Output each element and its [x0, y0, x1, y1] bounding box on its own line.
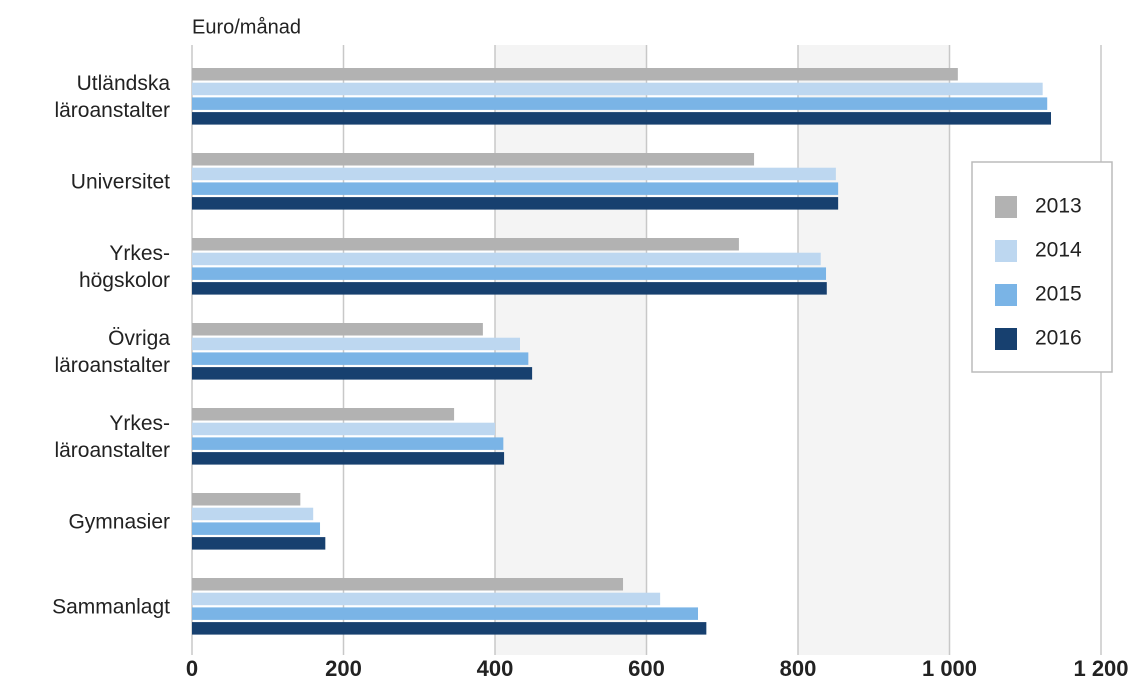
bar [192, 522, 321, 535]
legend-swatch [995, 196, 1017, 218]
plot-band [798, 45, 950, 655]
bar [192, 282, 827, 295]
bar [192, 507, 314, 521]
legend-label: 2015 [1035, 283, 1082, 306]
bar [192, 408, 455, 421]
category-label: Yrkes- högskolor [78, 242, 170, 293]
bar [192, 182, 839, 195]
bar [192, 367, 533, 380]
bar [192, 607, 699, 620]
legend-swatch [995, 240, 1017, 262]
bar [192, 537, 326, 550]
x-tick-label: 200 [325, 656, 362, 681]
bar [192, 352, 529, 365]
legend-label: 2016 [1035, 327, 1082, 350]
bar [192, 112, 1052, 125]
legend-swatch [995, 328, 1017, 350]
bar [192, 592, 661, 606]
x-tick-label: 1 000 [922, 656, 977, 681]
bar [192, 323, 483, 336]
bar [192, 153, 755, 166]
bar [192, 167, 836, 181]
bar [192, 337, 520, 351]
bar [192, 578, 624, 591]
category-label: Övriga läroanstalter [54, 327, 170, 378]
x-tick-label: 1 200 [1073, 656, 1128, 681]
bar [192, 422, 495, 436]
bar [192, 68, 958, 81]
category-label: Yrkes- läroanstalter [54, 412, 170, 463]
bar [192, 622, 707, 635]
category-label: Utländska läroanstalter [54, 72, 170, 123]
x-tick-label: 0 [186, 656, 198, 681]
category-label: Gymnasier [68, 510, 170, 534]
x-tick-label: 400 [477, 656, 514, 681]
bar [192, 238, 739, 251]
bar [192, 493, 301, 506]
bar [192, 252, 821, 266]
x-tick-label: 800 [780, 656, 817, 681]
category-label: Universitet [70, 170, 170, 194]
bar [192, 97, 1048, 110]
bar [192, 82, 1043, 96]
legend-label: 2014 [1035, 239, 1082, 262]
x-tick-label: 600 [628, 656, 665, 681]
bar [192, 452, 505, 465]
plot-band [495, 45, 647, 655]
bar [192, 437, 504, 450]
bar [192, 267, 827, 280]
unit-label: Euro/månad [192, 16, 301, 38]
category-label: Sammanlagt [52, 595, 170, 619]
legend-label: 2013 [1035, 195, 1082, 218]
bar [192, 197, 839, 210]
legend-swatch [995, 284, 1017, 306]
